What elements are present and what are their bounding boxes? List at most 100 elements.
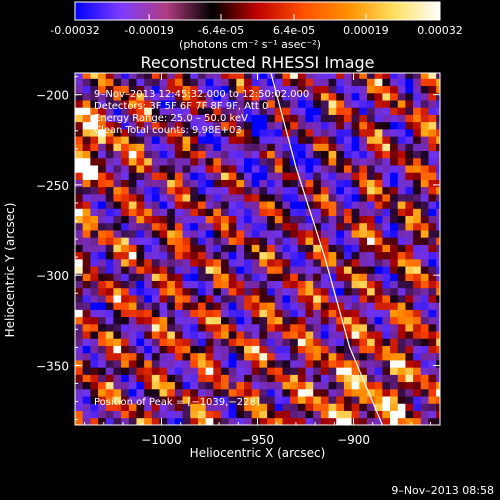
heatmap-pixel	[197, 100, 207, 108]
heatmap-pixel	[236, 403, 245, 411]
heatmap-pixel	[382, 230, 391, 238]
heatmap-pixel	[313, 92, 322, 101]
heatmap-pixel	[159, 186, 168, 195]
heatmap-pixel	[213, 323, 222, 332]
heatmap-pixel	[374, 316, 383, 325]
heatmap-pixel	[313, 73, 322, 79]
heatmap-pixel	[267, 280, 276, 289]
heatmap-pixel	[244, 78, 253, 87]
heatmap-pixel	[105, 150, 114, 159]
heatmap-pixel	[144, 352, 153, 361]
heatmap-pixel	[159, 331, 168, 339]
heatmap-pixel	[228, 309, 237, 318]
heatmap-pixel	[320, 244, 329, 253]
heatmap-pixel	[351, 230, 360, 238]
heatmap-pixel	[182, 266, 191, 274]
heatmap-pixel	[136, 345, 145, 354]
heatmap-pixel	[428, 114, 437, 123]
heatmap-pixel	[182, 92, 191, 101]
heatmap-pixel	[128, 331, 137, 339]
heatmap-pixel	[351, 302, 360, 310]
heatmap-pixel	[221, 417, 230, 425]
heatmap-pixel	[75, 266, 84, 274]
heatmap-pixel	[259, 150, 268, 159]
heatmap-pixel	[113, 410, 122, 419]
heatmap-pixel	[82, 396, 91, 404]
heatmap-pixel	[343, 345, 353, 354]
heatmap-pixel	[428, 273, 437, 281]
heatmap-pixel	[144, 295, 153, 303]
heatmap-pixel	[151, 352, 160, 361]
heatmap-pixel	[105, 316, 114, 325]
heatmap-pixel	[159, 85, 168, 94]
heatmap-pixel	[113, 121, 122, 130]
heatmap-pixel	[367, 258, 376, 267]
heatmap-pixel	[328, 410, 337, 419]
heatmap-pixel	[228, 251, 237, 260]
heatmap-pixel	[405, 251, 414, 260]
heatmap-pixel	[359, 201, 368, 209]
heatmap-pixel	[121, 107, 130, 115]
heatmap-pixel	[359, 193, 368, 202]
heatmap-pixel	[236, 280, 245, 289]
heatmap-pixel	[274, 338, 283, 346]
heatmap-pixel	[244, 114, 253, 123]
heatmap-pixel	[167, 251, 176, 260]
heatmap-pixel	[75, 352, 84, 361]
heatmap-pixel	[182, 244, 191, 253]
heatmap-pixel	[128, 309, 137, 318]
heatmap-pixel	[274, 73, 283, 79]
heatmap-pixel	[382, 92, 391, 101]
heatmap-pixel	[405, 107, 414, 115]
heatmap-pixel	[313, 143, 322, 152]
heatmap-pixel	[313, 266, 322, 274]
heatmap-pixel	[75, 201, 84, 209]
heatmap-pixel	[336, 258, 345, 267]
heatmap-pixel	[136, 85, 145, 94]
heatmap-pixel	[251, 222, 260, 231]
heatmap-pixel	[405, 367, 414, 375]
heatmap-pixel	[159, 273, 168, 281]
heatmap-pixel	[128, 85, 137, 94]
heatmap-pixel	[174, 73, 183, 79]
heatmap-pixel	[159, 244, 168, 253]
heatmap-pixel	[428, 360, 437, 368]
heatmap-pixel	[167, 367, 176, 375]
colorbar-tick-label: 6.4e-05	[273, 24, 315, 37]
heatmap-pixel	[367, 266, 376, 274]
heatmap-pixel	[159, 352, 168, 361]
heatmap-pixel	[336, 114, 345, 123]
heatmap-pixel	[436, 266, 440, 274]
heatmap-pixel	[290, 352, 299, 361]
heatmap-pixel	[282, 222, 291, 231]
heatmap-pixel	[213, 128, 222, 137]
heatmap-pixel	[359, 92, 368, 101]
heatmap-pixel	[182, 73, 191, 79]
heatmap-pixel	[328, 251, 337, 260]
heatmap-pixel	[105, 136, 114, 144]
heatmap-pixel	[305, 179, 314, 188]
heatmap-pixel	[151, 244, 160, 253]
heatmap-pixel	[382, 251, 391, 260]
heatmap-pixel	[75, 273, 84, 281]
heatmap-pixel	[274, 280, 283, 289]
heatmap-pixel	[328, 85, 337, 94]
heatmap-pixel	[75, 100, 84, 108]
heatmap-pixel	[436, 381, 440, 390]
heatmap-pixel	[397, 302, 406, 310]
heatmap-pixel	[320, 237, 329, 245]
heatmap-pixel	[413, 215, 422, 224]
heatmap-pixel	[313, 114, 322, 123]
heatmap-pixel	[167, 78, 176, 87]
heatmap-pixel	[351, 266, 360, 274]
heatmap-pixel	[128, 107, 137, 115]
heatmap-pixel	[190, 157, 199, 166]
heatmap-pixel	[197, 417, 207, 425]
heatmap-pixel	[190, 374, 199, 383]
heatmap-pixel	[182, 201, 191, 209]
heatmap-pixel	[290, 403, 299, 411]
heatmap-pixel	[167, 316, 176, 325]
heatmap-pixel	[105, 302, 114, 310]
heatmap-pixel	[182, 215, 191, 224]
heatmap-pixel	[290, 222, 299, 231]
